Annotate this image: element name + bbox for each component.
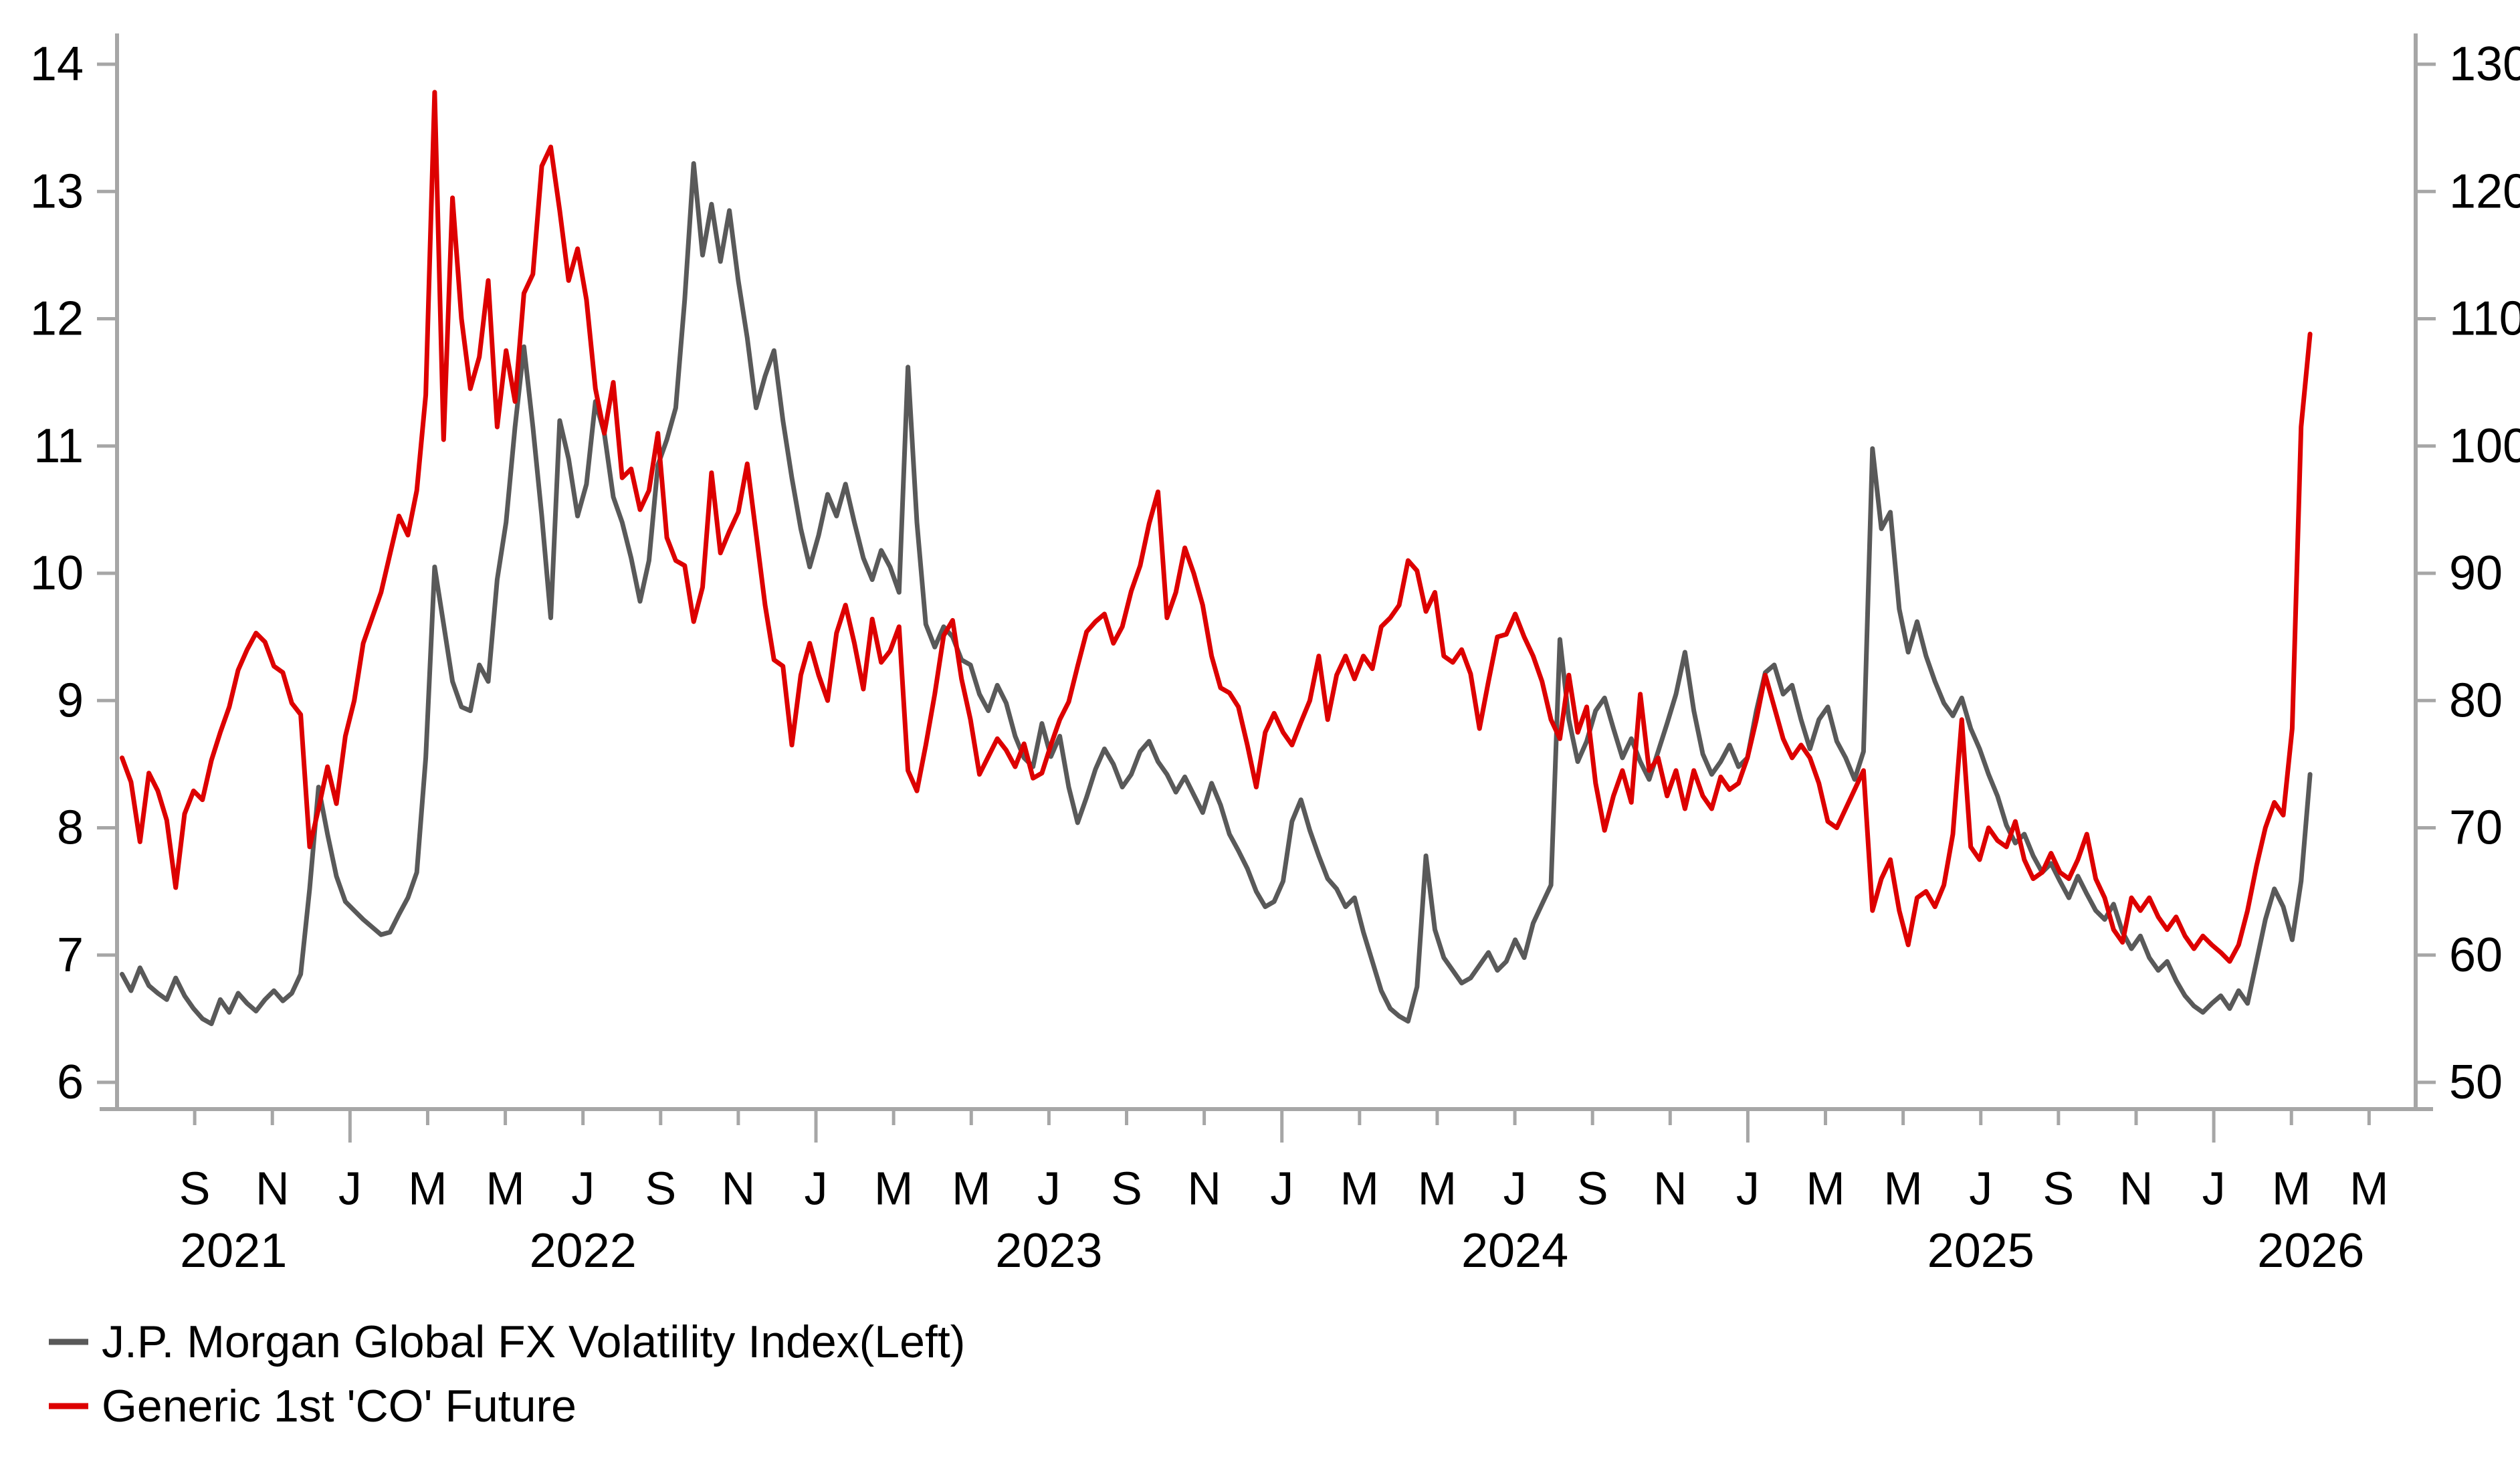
brent-future-legend-label: Generic 1st 'CO' Future (102, 1381, 576, 1432)
month-tick-label: M (1883, 1162, 1922, 1214)
year-label: 2023 (995, 1224, 1102, 1278)
plot-lines (120, 90, 2313, 1026)
left-axis-tick-label: 14 (30, 37, 84, 91)
right-axis-tick-label: 50 (2449, 1056, 2503, 1109)
month-tick-label: J (1736, 1162, 1760, 1214)
month-tick-label: M (486, 1162, 524, 1214)
month-tick-label: N (255, 1162, 290, 1214)
legend-item-fx-vol: J.P. Morgan Global FX Volatility Index(L… (49, 1316, 965, 1367)
month-tick-label: M (1806, 1162, 1845, 1214)
month-tick-label: M (408, 1162, 447, 1214)
month-tick-label: S (1111, 1162, 1142, 1214)
month-tick-label: J (1969, 1162, 1992, 1214)
left-axis-tick-label: 8 (57, 801, 84, 855)
month-tick-label: M (1418, 1162, 1457, 1214)
right-axis-tick-label: 60 (2449, 928, 2503, 982)
month-tick-label: J (1503, 1162, 1527, 1214)
left-axis-tick-label: 12 (30, 292, 84, 346)
month-tick-label: M (874, 1162, 913, 1214)
month-tick-label: N (2119, 1162, 2154, 1214)
left-axis-tick-label: 6 (57, 1056, 84, 1109)
month-tick-label: M (2272, 1162, 2311, 1214)
axis-ticks (97, 62, 2436, 1143)
month-tick-label: J (805, 1162, 828, 1214)
year-label: 2021 (180, 1224, 287, 1278)
month-tick-label: J (338, 1162, 362, 1214)
month-tick-label: S (179, 1162, 211, 1214)
right-axis-tick-label: 100 (2449, 419, 2520, 473)
legend-item-brent-future: Generic 1st 'CO' Future (49, 1381, 576, 1432)
month-tick-label: N (1187, 1162, 1221, 1214)
month-tick-label: S (2043, 1162, 2075, 1214)
month-tick-label: J (1270, 1162, 1293, 1214)
month-tick-label: J (1037, 1162, 1061, 1214)
right-axis-tick-label: 110 (2449, 292, 2520, 346)
right-axis-tick-label: 120 (2449, 165, 2520, 218)
fx-vol-line (120, 161, 2313, 1026)
month-tick-label: S (1577, 1162, 1608, 1214)
left-axis-tick-label: 13 (30, 165, 84, 218)
left-axis-tick-label: 11 (33, 419, 84, 473)
right-axis-tick-label: 80 (2449, 674, 2503, 727)
fx-vol-legend-label: J.P. Morgan Global FX Volatility Index(L… (102, 1316, 965, 1367)
left-axis-tick-label: 10 (30, 547, 84, 600)
month-tick-label: N (1653, 1162, 1687, 1214)
year-label: 2022 (530, 1224, 637, 1278)
left-axis-tick-label: 7 (57, 928, 84, 982)
month-tick-label: M (952, 1162, 990, 1214)
month-tick-label: N (722, 1162, 756, 1214)
year-label: 2026 (2257, 1224, 2364, 1278)
month-tick-label: M (1340, 1162, 1379, 1214)
left-axis-tick-label: 9 (57, 674, 84, 727)
month-tick-label: S (645, 1162, 676, 1214)
right-axis-tick-label: 70 (2449, 801, 2503, 855)
right-axis-tick-label: 130 (2449, 37, 2520, 91)
month-tick-label: M (2349, 1162, 2388, 1214)
right-axis-tick-label: 90 (2449, 547, 2503, 600)
axes (100, 33, 2433, 1111)
brent-future-line (120, 90, 2313, 964)
month-tick-label: J (571, 1162, 595, 1214)
legend: J.P. Morgan Global FX Volatility Index(L… (49, 1316, 965, 1432)
month-tick-label: J (2202, 1162, 2226, 1214)
year-label: 2024 (1461, 1224, 1568, 1278)
year-label: 2025 (1927, 1224, 2034, 1278)
